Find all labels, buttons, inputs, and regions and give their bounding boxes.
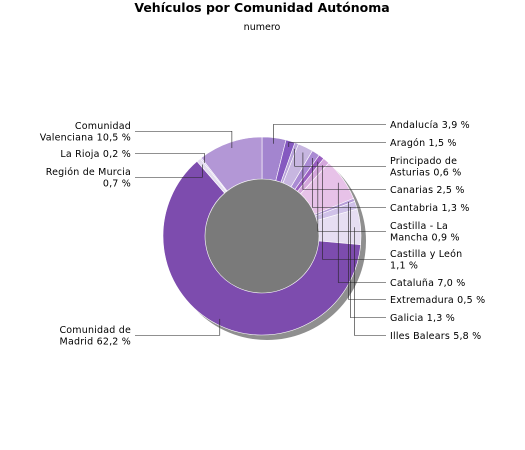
leader-andaluc-a	[273, 124, 386, 144]
label-comunidad-valenciana: Comunidad Valenciana 10,5 %	[40, 121, 131, 144]
label-castilla-y-le-n: Castilla y León 1,1 %	[390, 249, 462, 272]
label-comunidad-de-madrid: Comunidad de Madrid 62,2 %	[59, 325, 131, 348]
leader-galicia	[350, 206, 386, 318]
leader-castilla-la-mancha	[317, 161, 386, 232]
label-arag-n: Aragón 1,5 %	[390, 138, 457, 149]
label-canarias: Canarias 2,5 %	[390, 185, 465, 196]
label-cantabria: Cantabria 1,3 %	[390, 203, 470, 214]
label-regi-n-de-murcia: Región de Murcia 0,7 %	[46, 167, 131, 190]
slices-group	[162, 136, 362, 336]
chart-title: Vehículos por Comunidad Autónoma	[134, 0, 389, 15]
label-castilla-la-mancha: Castilla - La Mancha 0,9 %	[390, 221, 460, 244]
leader-comunidad-valenciana	[135, 130, 233, 149]
leader-catalu-a	[337, 182, 386, 283]
slice-labels: Andalucía 3,9 % Aragón 1,5 % Principado de…	[40, 120, 485, 348]
slice-comunidad-de-madrid	[162, 160, 361, 336]
leader-lines	[135, 124, 386, 336]
leader-illes-balears	[354, 227, 386, 336]
leader-principado-de-asturias	[294, 148, 386, 167]
leader-cantabria	[312, 157, 386, 208]
chart-subtitle: numero	[244, 22, 281, 33]
label-principado-de-asturias: Principado de Asturias 0,6 %	[390, 156, 462, 179]
leader-regi-n-de-murcia	[135, 164, 203, 178]
label-la-rioja: La Rioja 0,2 %	[60, 149, 131, 160]
leader-canarias	[302, 152, 386, 190]
label-catalu-a: Cataluña 7,0 %	[390, 278, 465, 289]
leader-arag-n	[288, 142, 386, 147]
leader-extremadura	[348, 202, 386, 300]
label-illes-balears: Illes Balears 5,8 %	[390, 331, 481, 342]
label-extremadura: Extremadura 0,5 %	[390, 295, 485, 306]
label-andaluc-a: Andalucía 3,9 %	[390, 120, 470, 131]
label-galicia: Galicia 1,3 %	[390, 313, 455, 324]
leader-la-rioja	[135, 153, 205, 163]
leader-comunidad-de-madrid	[135, 318, 221, 336]
leader-castilla-y-le-n	[322, 165, 386, 260]
slice-comunidad-valenciana	[200, 136, 263, 192]
